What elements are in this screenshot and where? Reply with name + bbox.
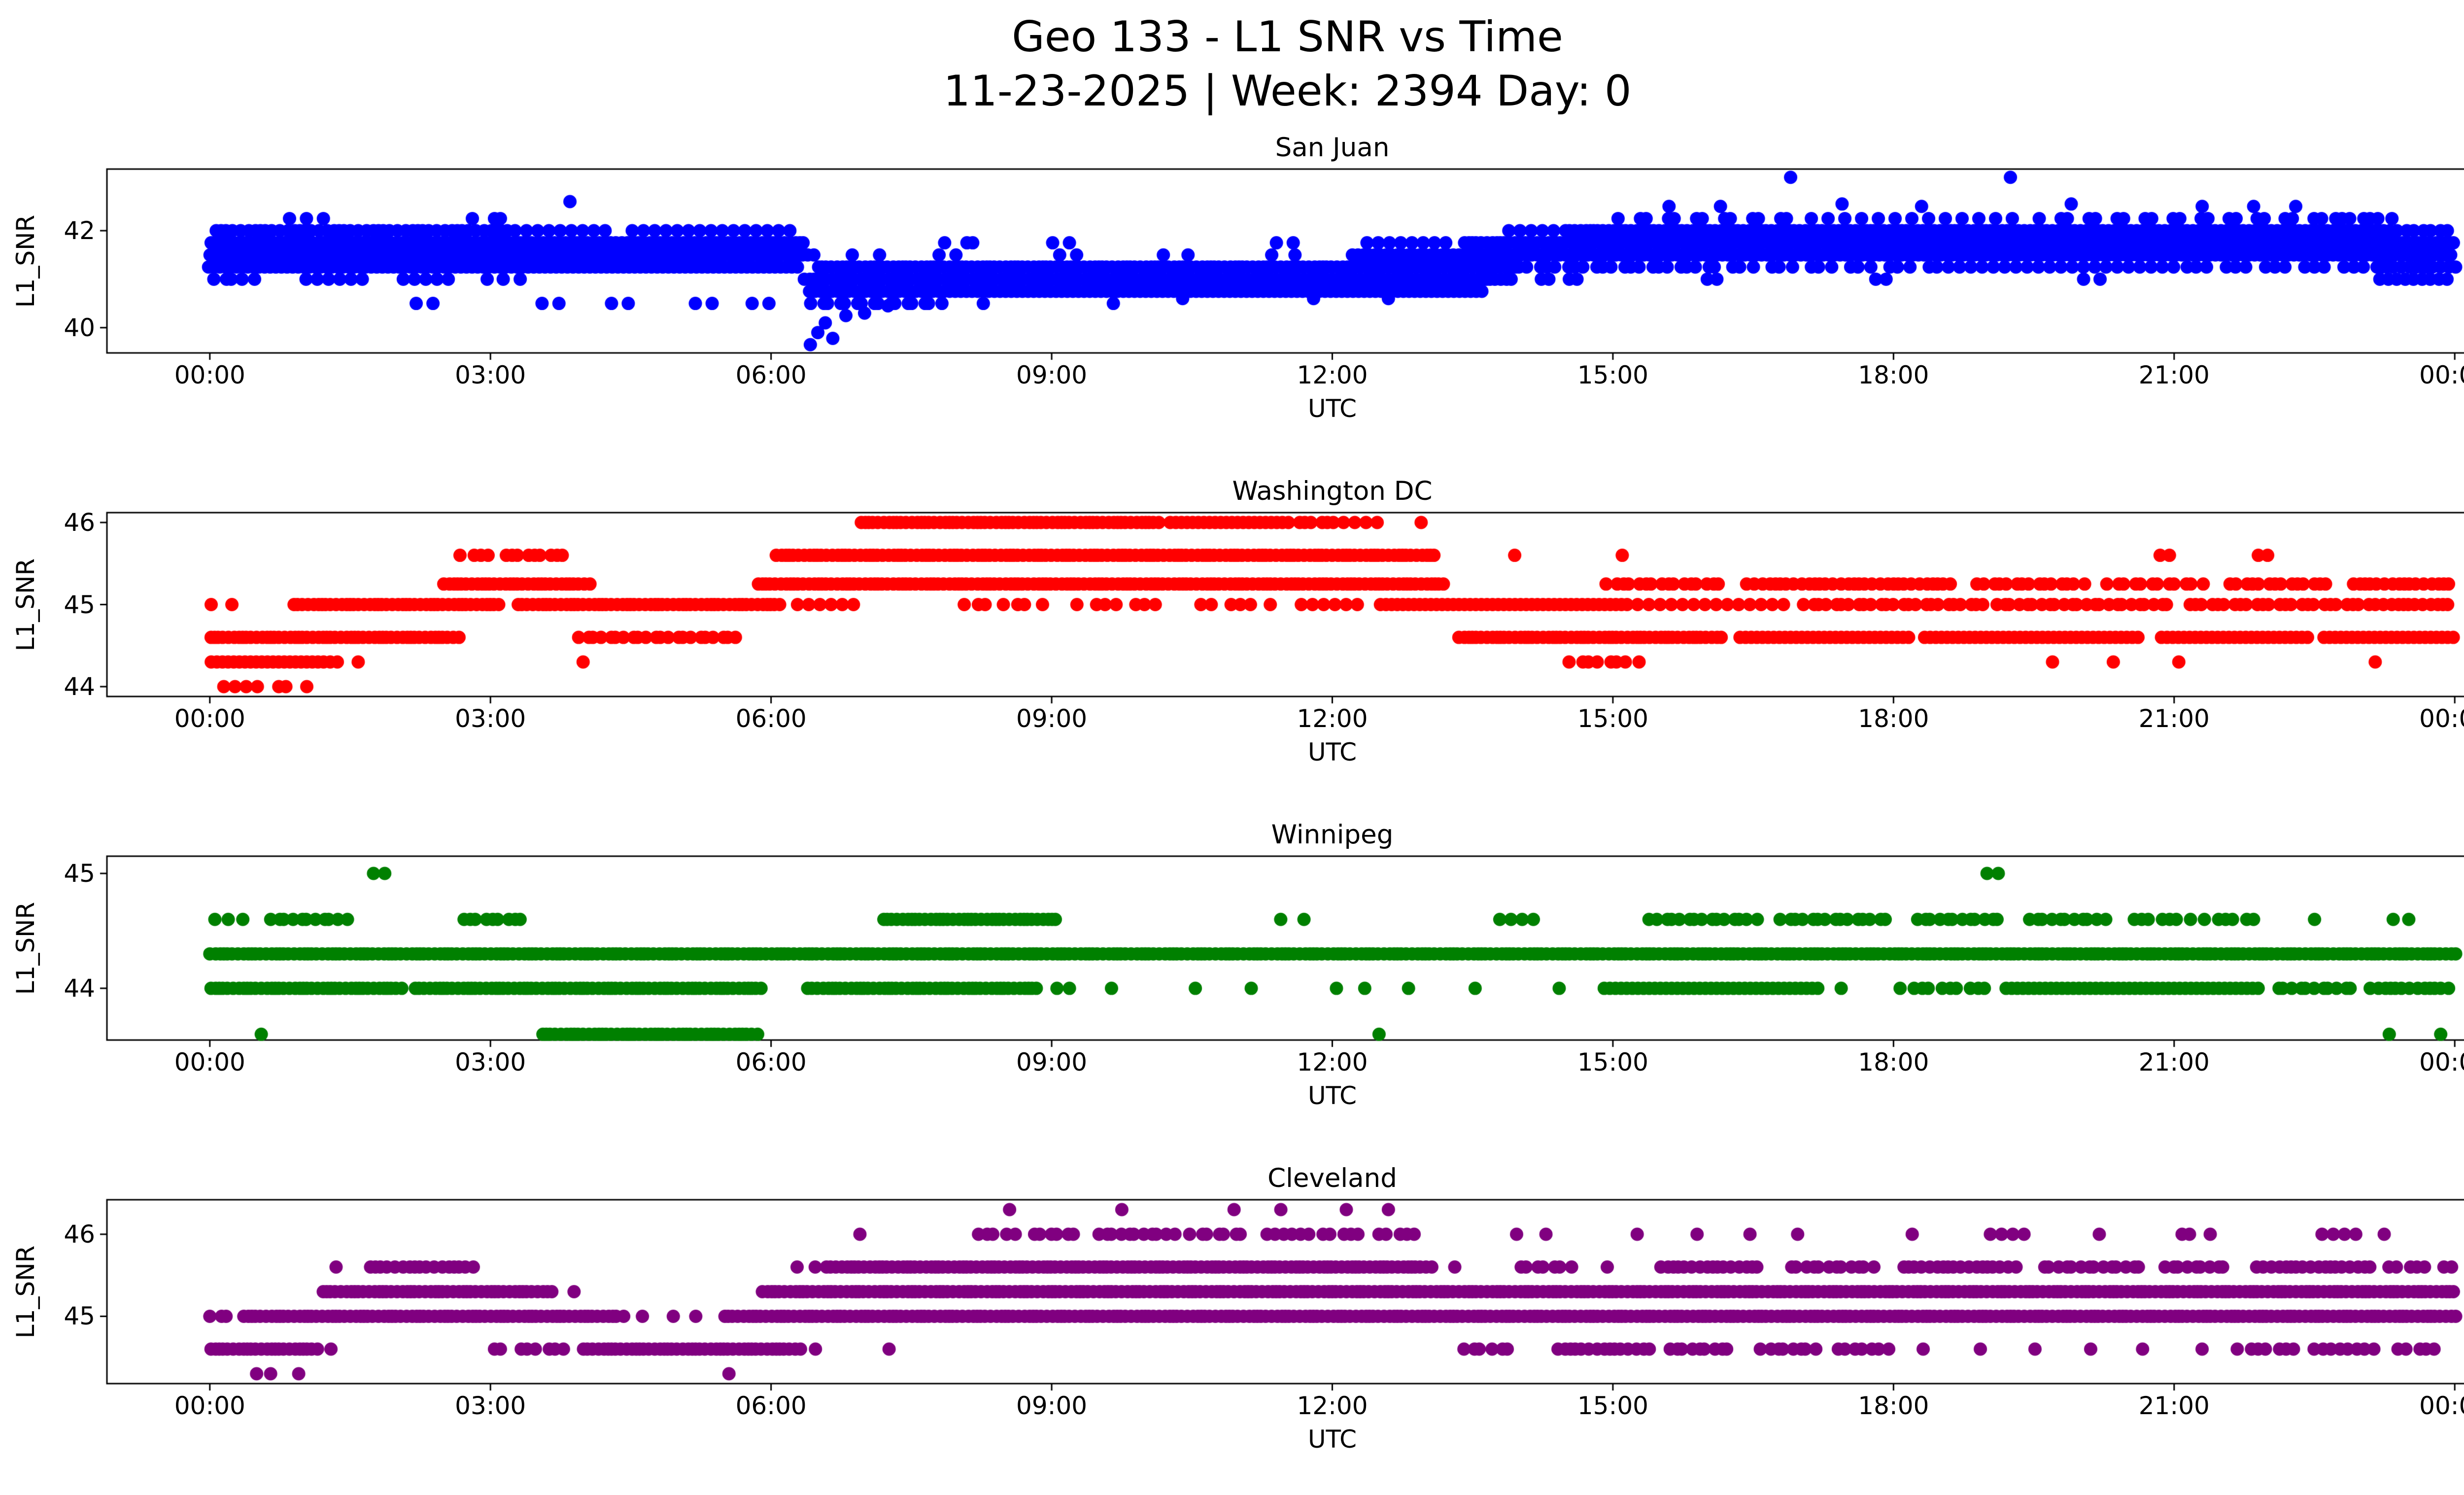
y-tick-label: 40 (64, 313, 95, 342)
x-tick-label: 12:00 (1297, 1048, 1368, 1077)
figure-title: Geo 133 - L1 SNR vs Time 11-23-2025 | We… (0, 10, 2464, 118)
x-tick-label: 12:00 (1297, 1391, 1368, 1420)
y-axis-label: L1_SNR (11, 558, 40, 651)
x-tick-label: 18:00 (1858, 361, 1929, 389)
y-tick-label: 45 (64, 590, 95, 619)
x-tick-label: 06:00 (735, 1048, 807, 1077)
x-tick-label: 18:00 (1858, 1048, 1929, 1077)
x-tick-label: 12:00 (1297, 361, 1368, 389)
x-tick-label: 09:00 (1016, 361, 1088, 389)
x-tick-label: 00:00 (174, 1391, 245, 1420)
x-tick-label: 18:00 (1858, 1391, 1929, 1420)
y-axis-label: L1_SNR (11, 214, 40, 308)
x-tick-label: 15:00 (1577, 361, 1648, 389)
x-tick-label: 00:00 (174, 361, 245, 389)
subplot-title: Washington DC (1232, 476, 1433, 506)
figure-title-line1: Geo 133 - L1 SNR vs Time (1012, 12, 1563, 62)
subplot-title: Cleveland (1267, 1163, 1397, 1193)
y-tick-label: 44 (64, 672, 95, 701)
x-tick-label: 09:00 (1016, 704, 1088, 733)
x-tick-label: 15:00 (1577, 704, 1648, 733)
x-tick-label: 09:00 (1016, 1391, 1088, 1420)
x-tick-label: 00:00 (2419, 1391, 2464, 1420)
figure-title-line2: 11-23-2025 | Week: 2394 Day: 0 (943, 67, 1632, 116)
x-tick-label: 09:00 (1016, 1048, 1088, 1077)
x-axis-label: UTC (1307, 394, 1357, 423)
x-tick-label: 21:00 (2138, 361, 2210, 389)
x-tick-label: 00:00 (174, 1048, 245, 1077)
x-tick-label: 03:00 (455, 704, 526, 733)
x-axis-label: UTC (1307, 1425, 1357, 1454)
x-tick-label: 21:00 (2138, 1391, 2210, 1420)
x-tick-label: 12:00 (1297, 704, 1368, 733)
x-tick-label: 21:00 (2138, 1048, 2210, 1077)
y-tick-label: 42 (64, 216, 95, 245)
x-tick-label: 06:00 (735, 704, 807, 733)
x-axis-label: UTC (1307, 738, 1357, 766)
x-tick-label: 21:00 (2138, 704, 2210, 733)
y-tick-label: 44 (64, 974, 95, 1003)
subplot-title: Winnipeg (1271, 820, 1394, 850)
y-axis-label: L1_SNR (11, 902, 40, 995)
x-tick-label: 06:00 (735, 1391, 807, 1420)
x-tick-label: 03:00 (455, 361, 526, 389)
y-tick-label: 46 (64, 508, 95, 537)
y-tick-label: 45 (64, 1302, 95, 1331)
x-tick-label: 03:00 (455, 1391, 526, 1420)
x-tick-label: 00:00 (2419, 704, 2464, 733)
subplot-title: San Juan (1275, 133, 1390, 163)
x-tick-label: 00:00 (2419, 361, 2464, 389)
y-tick-label: 46 (64, 1219, 95, 1249)
x-axis-label: UTC (1307, 1081, 1357, 1110)
x-tick-label: 00:00 (2419, 1048, 2464, 1077)
x-tick-label: 15:00 (1577, 1048, 1648, 1077)
x-tick-label: 03:00 (455, 1048, 526, 1077)
y-tick-label: 45 (64, 859, 95, 888)
x-tick-label: 06:00 (735, 361, 807, 389)
y-axis-label: L1_SNR (11, 1245, 40, 1338)
x-tick-label: 15:00 (1577, 1391, 1648, 1420)
x-tick-label: 18:00 (1858, 704, 1929, 733)
x-tick-label: 00:00 (174, 704, 245, 733)
